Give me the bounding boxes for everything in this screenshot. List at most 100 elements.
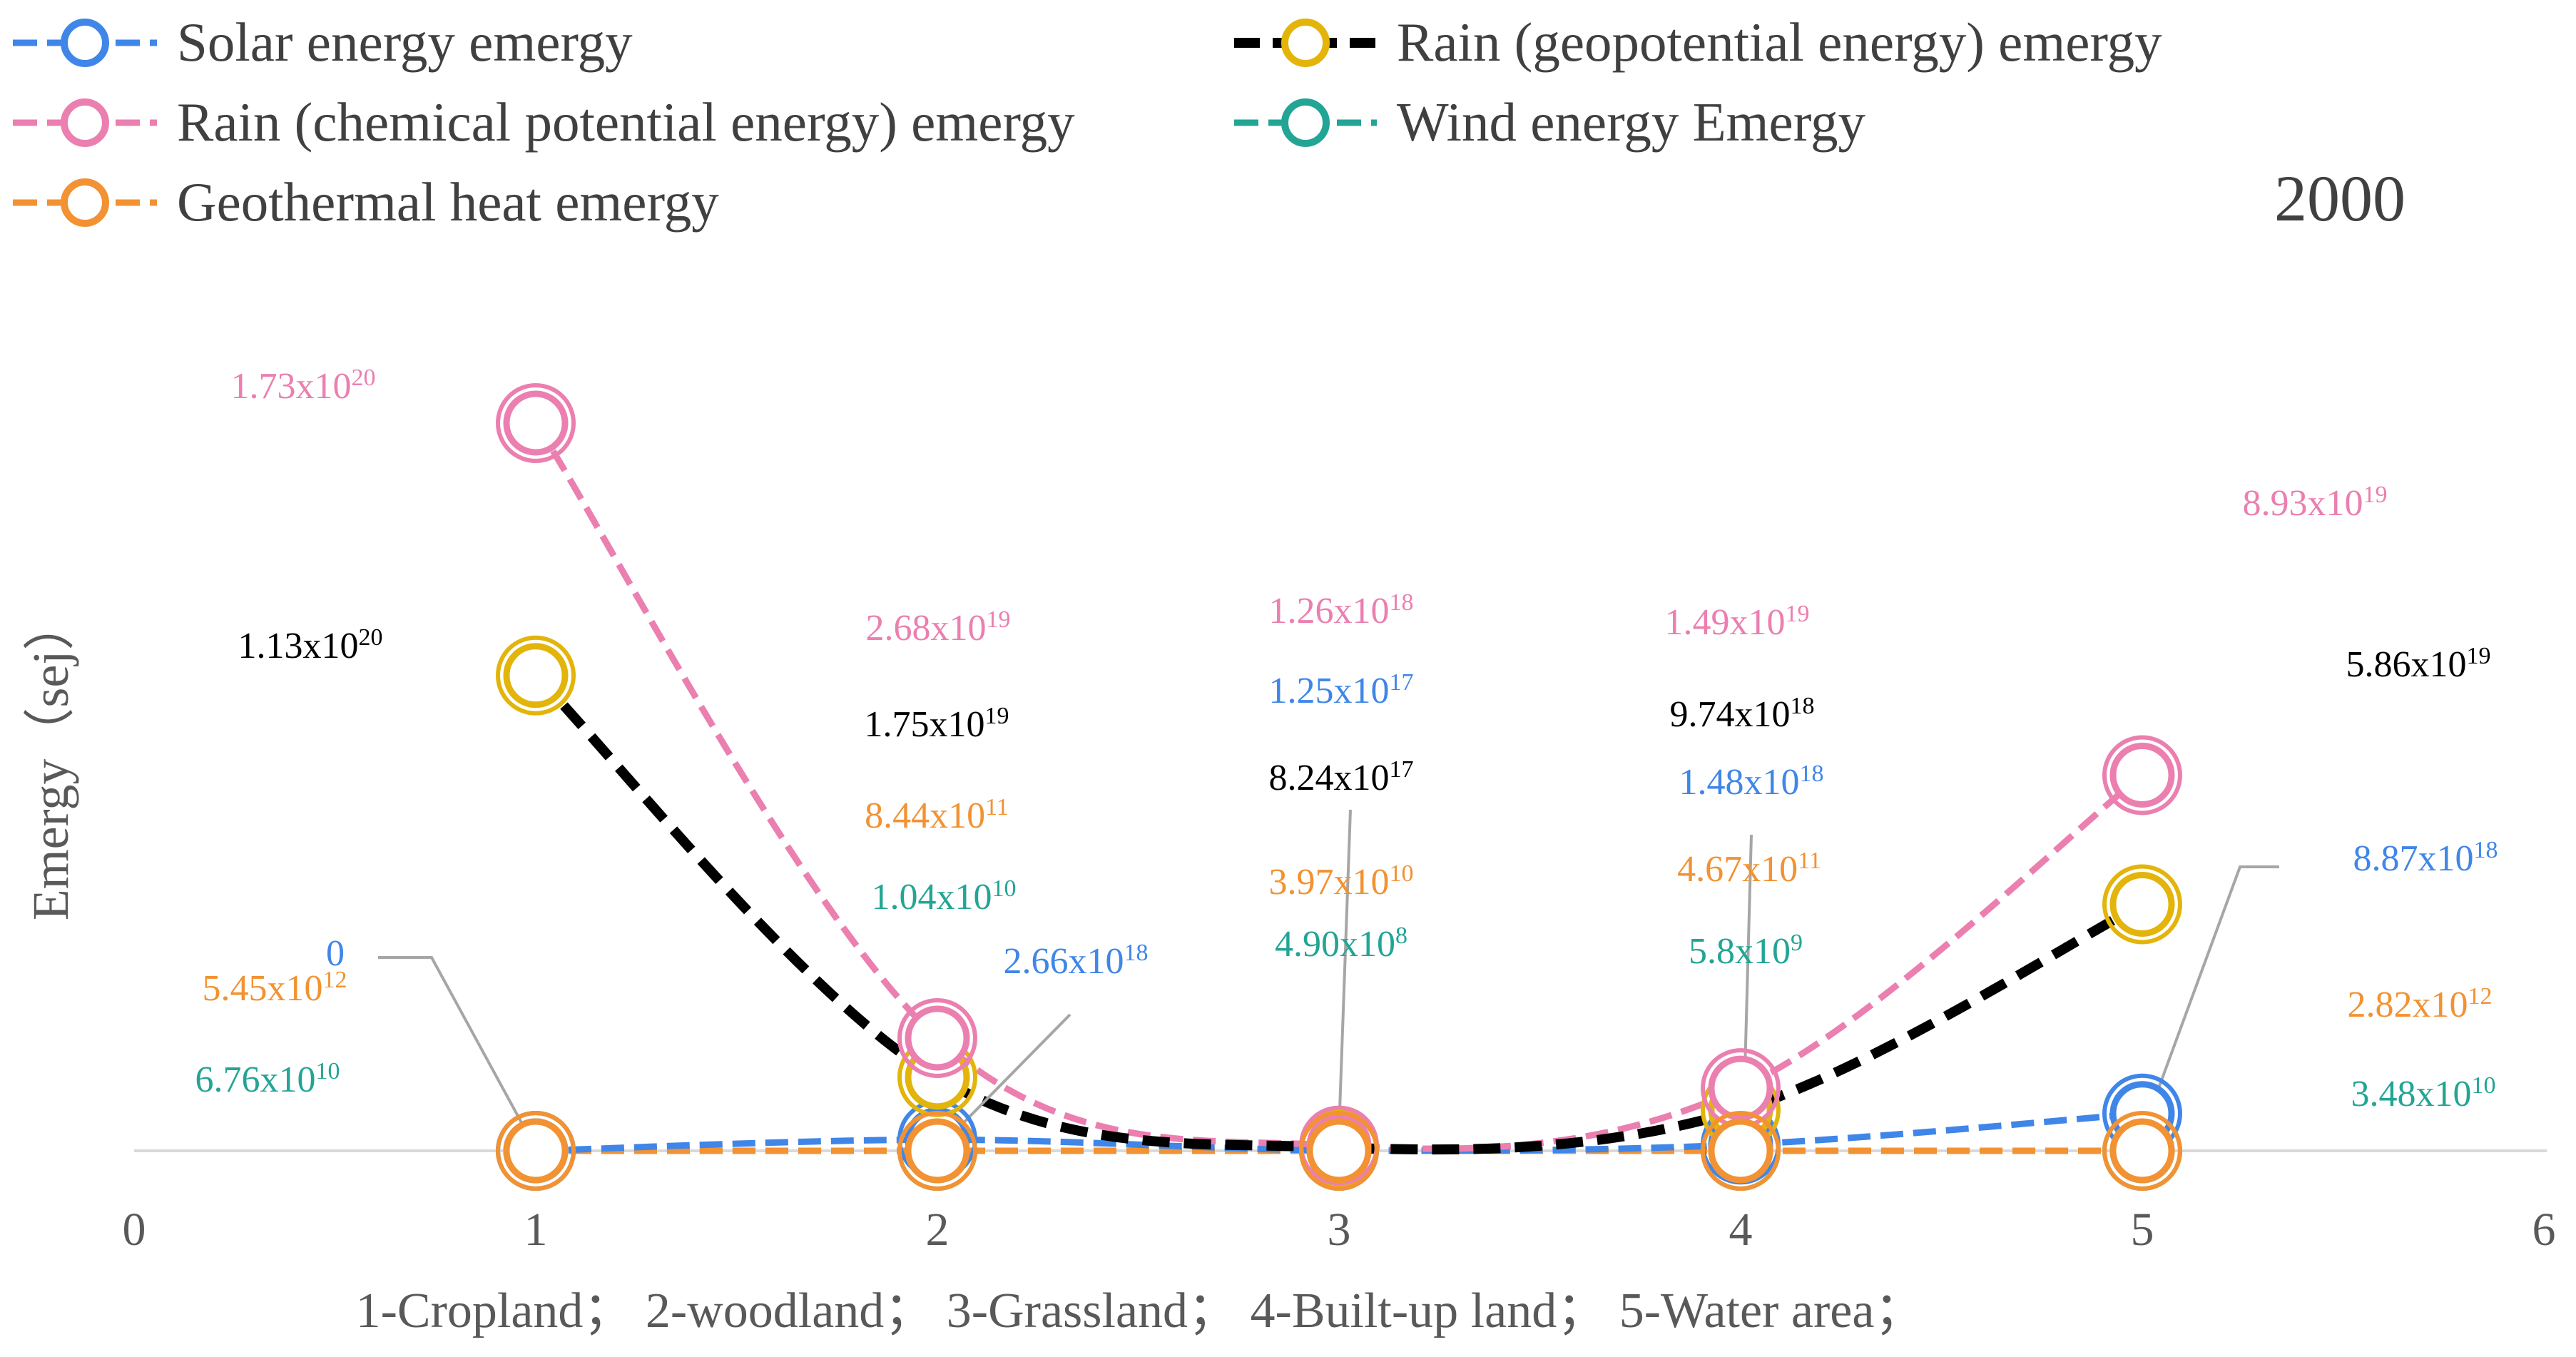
marker-geo-3	[1299, 1111, 1379, 1191]
data-label-base-geo-3: 3.97x10	[1269, 862, 1390, 903]
marker-rain_chem-2	[897, 997, 977, 1078]
data-label-exponent-solar-5: 18	[2474, 837, 2498, 863]
marker-rain_geo-5	[2102, 864, 2182, 945]
data-label-exponent-solar-3: 17	[1390, 669, 1414, 696]
data-label-exponent-wind-4: 9	[1791, 930, 1803, 956]
legend: Solar energy emergy Rain (chemical poten…	[13, 11, 2162, 233]
marker-ring-outer-rain_chem-1	[496, 383, 576, 463]
data-labels: 0 2.66x10181.25x10171.48x10188.87x10181.1…	[195, 365, 2498, 1114]
data-label-solar-3: 1.25x1017	[1269, 669, 1414, 711]
data-label-exponent-rain_geo-3: 17	[1390, 756, 1414, 783]
legend-marker-solar	[61, 19, 109, 67]
data-label-base-rain_geo-1: 1.13x10	[238, 626, 359, 666]
x-tick-label-0: 0	[123, 1204, 146, 1256]
data-label-rain_chem-4: 1.49x1019	[1665, 601, 1810, 643]
marker-ring-inner-rain_chem-2	[905, 1005, 970, 1071]
legend-entry-geothermal[interactable]: Geothermal heat emergy	[13, 171, 719, 233]
data-label-base-rain_geo-4: 9.74x10	[1670, 694, 1791, 735]
data-label-base-rain_chem-1: 1.73x10	[231, 366, 352, 407]
x-tick-label-4: 4	[1729, 1204, 1753, 1256]
legend-marker-wind	[1281, 98, 1330, 147]
data-label-solar-2: 2.66x1018	[1004, 940, 1149, 982]
data-label-base-geo-5: 2.82x10	[2348, 985, 2468, 1025]
legend-entry-rain-chemical[interactable]: Rain (chemical potential energy) emergy	[13, 91, 1075, 153]
data-label-rain_geo-4: 9.74x1018	[1670, 693, 1815, 735]
marker-ring-inner-geo-3	[1306, 1118, 1372, 1184]
series-markers	[496, 383, 2182, 1191]
marker-ring-inner-rain_geo-5	[2109, 871, 2175, 937]
marker-geo-5	[2102, 1111, 2182, 1191]
data-label-exponent-geo-2: 11	[985, 794, 1009, 820]
marker-ring-inner-rain_geo-1	[503, 643, 569, 708]
data-label-rain_chem-2: 2.68x1019	[866, 606, 1011, 649]
data-label-exponent-solar-4: 18	[1800, 761, 1824, 787]
marker-ring-inner-geo-1	[503, 1118, 569, 1184]
data-label-base-rain_chem-4: 1.49x10	[1665, 602, 1786, 643]
x-tick-label-1: 1	[524, 1204, 548, 1256]
data-label-exponent-solar-2: 18	[1124, 940, 1149, 966]
data-label-base-solar-2: 2.66x10	[1004, 941, 1124, 982]
data-label-base-wind-4: 5.8x10	[1689, 931, 1791, 972]
legend-marker-rain-chemical	[61, 98, 109, 147]
data-label-exponent-rain_chem-2: 19	[987, 606, 1011, 633]
data-label-geo-3: 3.97x1010	[1269, 860, 1414, 903]
marker-ring-outer-rain_geo-5	[2102, 864, 2182, 945]
data-label-rain_geo-3: 8.24x1017	[1269, 756, 1414, 798]
data-label-exponent-rain_chem-3: 18	[1390, 589, 1414, 616]
data-label-wind-5: 3.48x1010	[2351, 1072, 2496, 1114]
marker-ring-inner-geo-2	[905, 1118, 970, 1184]
x-axis-label: 1-Cropland； 2-woodland； 3-Grassland； 4-B…	[356, 1284, 1925, 1338]
legend-label-wind: Wind energy Emergy	[1397, 91, 1865, 153]
x-tick-label-5: 5	[2131, 1204, 2154, 1256]
marker-ring-outer-rain_chem-5	[2102, 735, 2182, 815]
data-label-exponent-rain_geo-1: 20	[359, 624, 383, 651]
marker-ring-inner-rain_chem-5	[2109, 742, 2175, 808]
x-tick-label-3: 3	[1328, 1204, 1351, 1256]
x-tick-label-2: 2	[926, 1204, 950, 1256]
data-label-rain_chem-1: 1.73x1020	[231, 365, 376, 407]
chart-title-year: 2000	[2274, 162, 2406, 235]
data-label-rain_geo-5: 5.86x1019	[2346, 643, 2491, 685]
leader-lines	[378, 809, 2279, 1152]
data-label-base-solar-1: 0	[326, 933, 345, 974]
marker-ring-outer-geo-3	[1299, 1111, 1379, 1191]
legend-entry-solar[interactable]: Solar energy emergy	[13, 11, 633, 73]
data-label-wind-2: 1.04x1010	[872, 875, 1017, 918]
marker-geo-1	[496, 1111, 576, 1191]
data-label-base-rain_chem-3: 1.26x10	[1269, 591, 1390, 631]
data-label-wind-1: 6.76x1010	[195, 1058, 340, 1100]
data-label-base-solar-4: 1.48x10	[1679, 762, 1800, 803]
marker-ring-outer-geo-5	[2102, 1111, 2182, 1191]
legend-entry-rain-geopotential[interactable]: Rain (geopotential energy) emergy	[1234, 11, 2162, 73]
data-label-wind-3: 4.90x108	[1275, 923, 1407, 965]
marker-rain_chem-5	[2102, 735, 2182, 815]
marker-ring-outer-rain_chem-2	[897, 997, 977, 1078]
data-label-base-solar-5: 8.87x10	[2353, 838, 2474, 879]
marker-ring-outer-geo-2	[897, 1111, 977, 1191]
data-label-base-geo-2: 8.44x10	[865, 796, 985, 836]
legend-label-rain-geopotential: Rain (geopotential energy) emergy	[1397, 11, 2162, 73]
marker-ring-outer-geo-1	[496, 1111, 576, 1191]
data-label-rain_chem-5: 8.93x1019	[2243, 482, 2388, 524]
data-label-exponent-geo-4: 11	[1798, 848, 1821, 874]
data-label-rain_geo-1: 1.13x1020	[238, 624, 383, 666]
marker-rain_chem-1	[496, 383, 576, 463]
data-label-base-wind-5: 3.48x10	[2351, 1074, 2472, 1114]
y-axis-label: Emergy（sej）	[22, 599, 79, 921]
marker-ring-inner-rain_chem-4	[1708, 1055, 1773, 1121]
data-label-solar-4: 1.48x1018	[1679, 761, 1824, 803]
marker-rain_chem-4	[1701, 1048, 1781, 1129]
leader-line-grassland	[1337, 809, 1352, 1151]
legend-entry-wind[interactable]: Wind energy Emergy	[1234, 91, 1865, 153]
x-axis-ticks: 0 1 2 3 4 5 6	[123, 1204, 2556, 1256]
data-label-exponent-rain_chem-5: 19	[2363, 482, 2388, 508]
data-label-base-wind-3: 4.90x10	[1275, 924, 1395, 965]
data-label-exponent-wind-2: 10	[992, 875, 1017, 902]
data-label-base-rain_geo-3: 8.24x10	[1269, 758, 1390, 798]
data-label-base-rain_geo-2: 1.75x10	[865, 704, 985, 745]
data-label-base-solar-3: 1.25x10	[1269, 671, 1390, 711]
series-line-rain_geo	[532, 671, 2145, 1155]
data-label-geo-2: 8.44x1011	[865, 794, 1009, 836]
data-label-geo-5: 2.82x1012	[2348, 983, 2493, 1025]
